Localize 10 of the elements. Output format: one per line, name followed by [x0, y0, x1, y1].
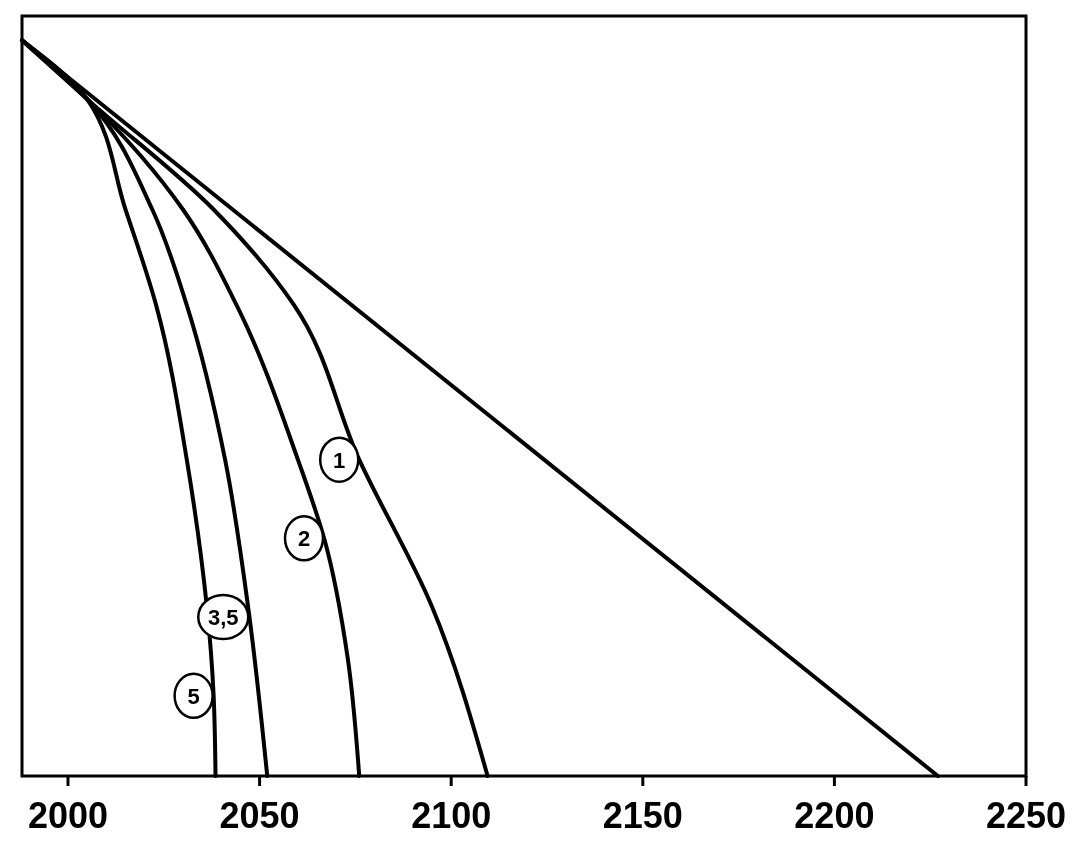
x-tick-label: 2000: [27, 795, 109, 836]
x-tick-label: 2250: [985, 795, 1067, 836]
series-label: 3,5: [207, 605, 239, 631]
x-tick-label: 2050: [219, 795, 300, 836]
x-tick-label: 2200: [794, 795, 875, 836]
x-tick-label: 2150: [602, 795, 683, 836]
series-label: 2: [297, 526, 311, 552]
series-label: 1: [333, 447, 346, 473]
x-tick-label: 2100: [411, 795, 492, 836]
series-label: 5: [187, 683, 200, 709]
